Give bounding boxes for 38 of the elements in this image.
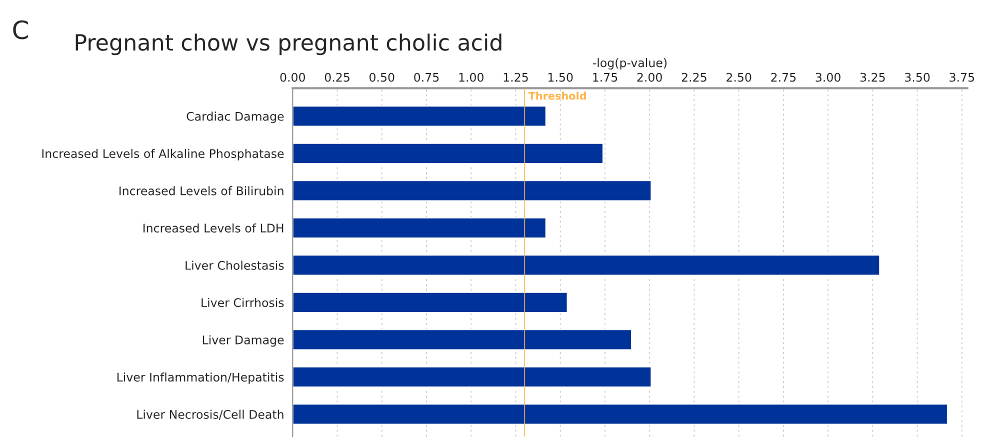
x-tick-label: 3.00 bbox=[816, 72, 840, 82]
x-tick-label: 1.25 bbox=[504, 72, 528, 82]
x-tick-label: 0.00 bbox=[280, 72, 305, 82]
x-tick-label: 2.00 bbox=[637, 72, 662, 82]
y-tick-label: Liver Cholestasis bbox=[186, 260, 284, 270]
bar bbox=[292, 328, 632, 351]
chart-title: Pregnant chow vs pregnant cholic acid bbox=[76, 34, 502, 56]
y-tick-label: Liver Cirrhosis bbox=[202, 298, 284, 308]
x-tick-label: 1.00 bbox=[459, 72, 484, 82]
text: C bbox=[13, 20, 28, 40]
bar bbox=[292, 254, 881, 276]
x-tick-label: 2.75 bbox=[771, 72, 796, 82]
x-tick-label: 3.75 bbox=[950, 72, 974, 82]
bar bbox=[292, 216, 547, 239]
bar bbox=[292, 366, 652, 388]
y-tick-label: Liver Inflammation/Hepatitis bbox=[117, 372, 284, 384]
bar bbox=[292, 105, 547, 128]
x-tick-label: 1.75 bbox=[593, 72, 618, 82]
y-tick-label: Increased Levels of Alkaline Phosphatase bbox=[42, 148, 284, 160]
y-tick-label: Cardiac Damage bbox=[186, 112, 284, 124]
x-tick-label: 3.25 bbox=[860, 72, 885, 82]
y-tick-label: Increased Levels of Bilirubin bbox=[120, 186, 284, 196]
bar bbox=[292, 292, 568, 314]
ref-line-label: Threshold bbox=[528, 92, 586, 100]
x-tick-label: 2.25 bbox=[682, 72, 706, 82]
y-tick-label: Liver Damage bbox=[202, 335, 284, 347]
x-tick-label: 0.75 bbox=[414, 72, 439, 82]
x-tick-label: 0.50 bbox=[370, 72, 394, 82]
bar bbox=[292, 180, 652, 202]
y-tick-label: Increased Levels of LDH bbox=[144, 223, 284, 233]
x-tick-label: 2.50 bbox=[726, 72, 752, 82]
x-axis-title: -log(p-value) bbox=[592, 58, 667, 70]
x-tick-label: 1.50 bbox=[548, 72, 573, 82]
bar bbox=[292, 142, 604, 164]
x-tick-label: 3.50 bbox=[905, 72, 930, 82]
y-tick-label: Liver Necrosis/Cell Death bbox=[137, 410, 284, 420]
bar bbox=[292, 403, 948, 426]
x-tick-label: 0.25 bbox=[324, 72, 350, 82]
